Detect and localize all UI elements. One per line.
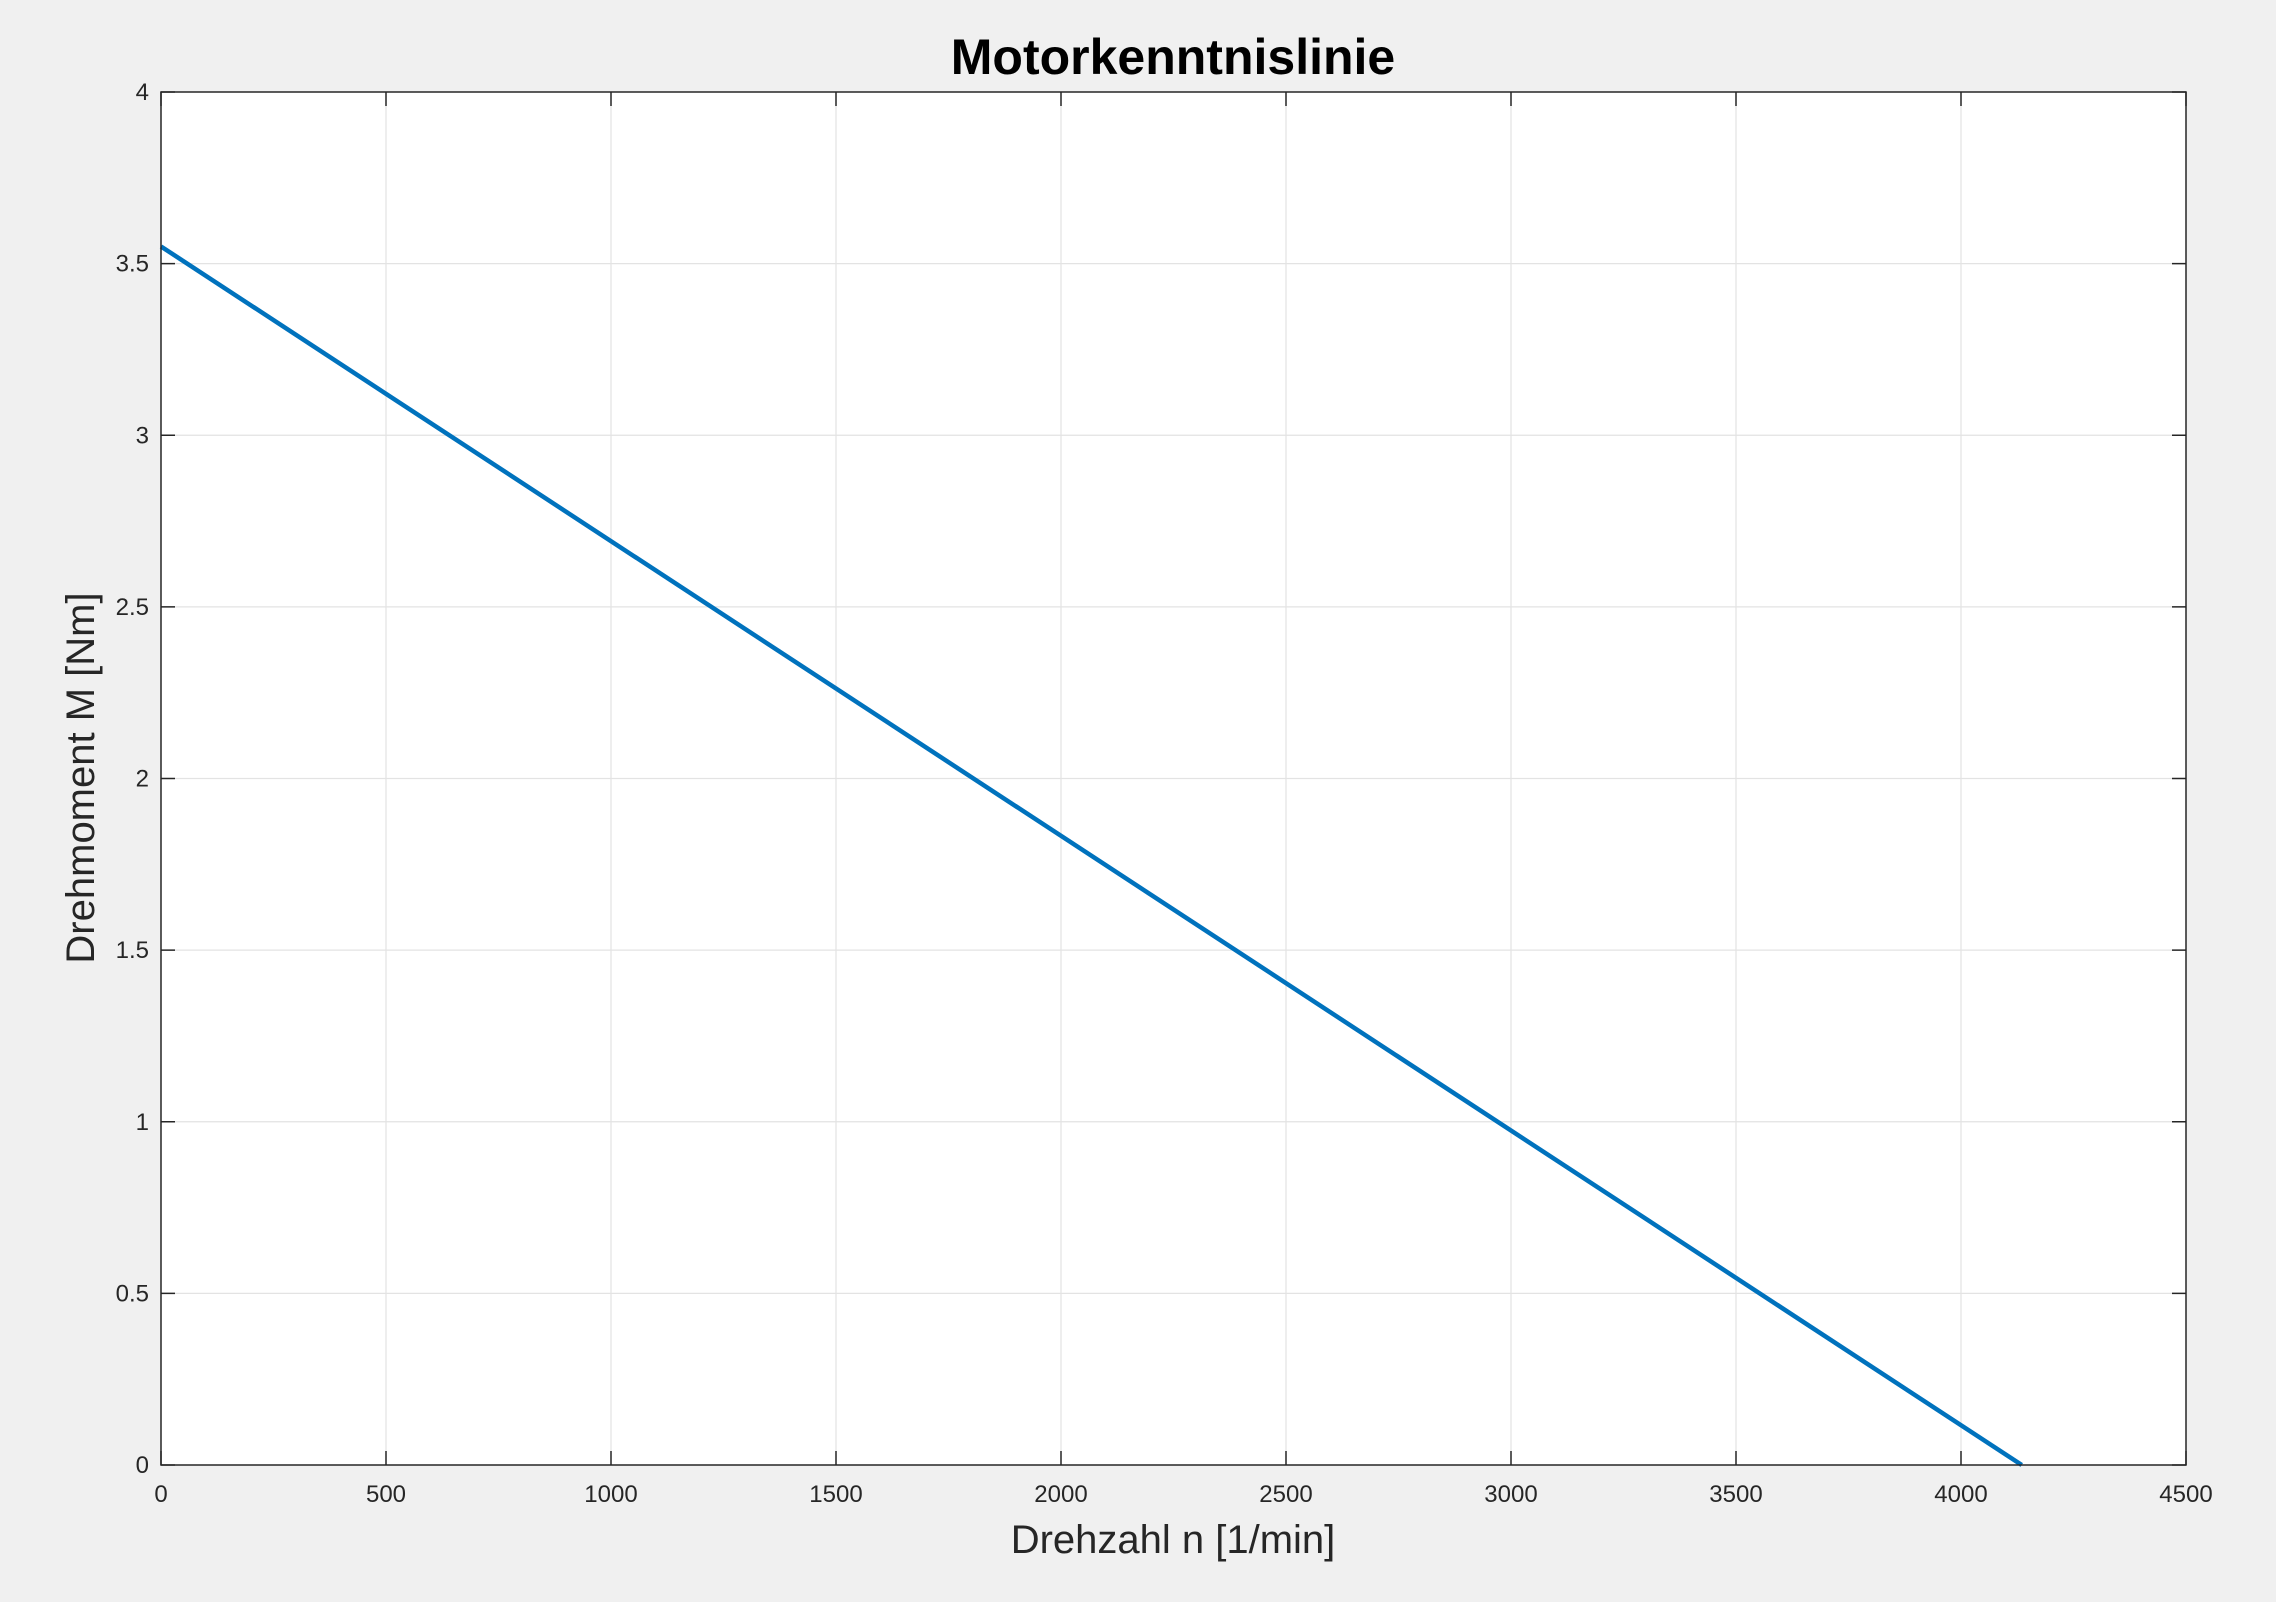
x-tick-label: 4500 bbox=[2159, 1481, 2212, 1508]
y-tick-label: 3 bbox=[136, 422, 149, 449]
x-tick-label: 4000 bbox=[1934, 1481, 1987, 1508]
x-tick-label: 3000 bbox=[1484, 1481, 1537, 1508]
x-tick-label: 3500 bbox=[1709, 1481, 1762, 1508]
series-layer bbox=[159, 244, 2023, 1467]
y-ticks bbox=[161, 91, 2186, 1466]
x-tick-label: 1500 bbox=[809, 1481, 862, 1508]
y-tick-label: 4 bbox=[136, 79, 149, 106]
x-tick-labels: 0 500 1000 1500 2000 2500 3000 3500 4000 4500 bbox=[154, 1481, 2212, 1508]
y-tick-labels: 0 0.5 1 1.5 2 2.5 3 3.5 4 bbox=[116, 79, 149, 1479]
x-ticks bbox=[160, 92, 2187, 1465]
chart-title: Motorkenntnislinie bbox=[951, 29, 1395, 85]
y-tick-label: 1 bbox=[136, 1109, 149, 1136]
y-axis-title: Drehmoment M [Nm] bbox=[59, 592, 103, 963]
y-grid bbox=[161, 263, 2186, 1294]
x-tick-label: 500 bbox=[366, 1481, 406, 1508]
x-axis-title: Drehzahl n [1/min] bbox=[1011, 1518, 1336, 1562]
x-tick-label: 2000 bbox=[1034, 1481, 1087, 1508]
y-tick-label: 2.5 bbox=[116, 594, 149, 621]
x-tick-label: 0 bbox=[154, 1481, 167, 1508]
x-tick-label: 2500 bbox=[1259, 1481, 1312, 1508]
y-tick-label: 3.5 bbox=[116, 251, 149, 278]
y-tick-label: 0 bbox=[136, 1452, 149, 1479]
x-tick-label: 1000 bbox=[584, 1481, 637, 1508]
y-tick-label: 0.5 bbox=[116, 1280, 149, 1307]
y-tick-label: 1.5 bbox=[116, 937, 149, 964]
y-tick-label: 2 bbox=[136, 766, 149, 793]
series-line bbox=[159, 244, 2023, 1467]
